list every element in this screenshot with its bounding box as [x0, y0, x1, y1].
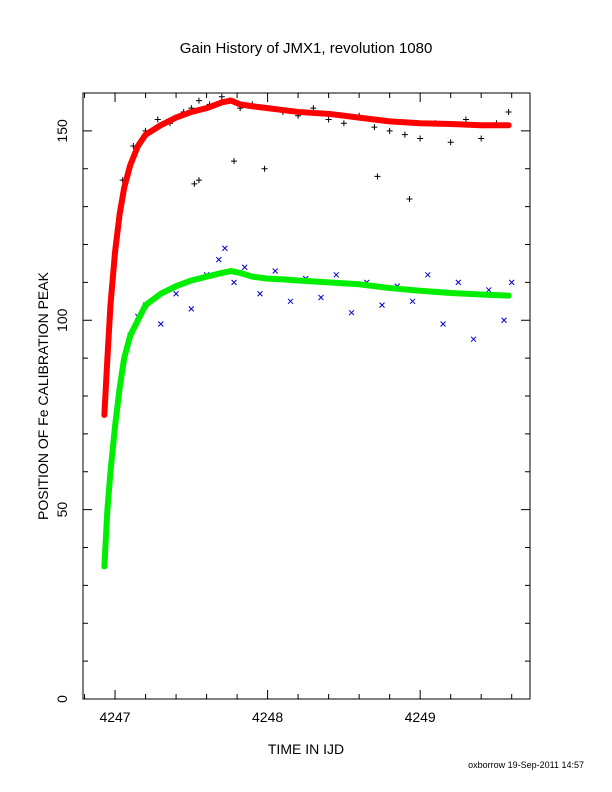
x-tick-label: 4248: [252, 709, 283, 725]
peak-1-smoothed-line: [101, 97, 512, 418]
data-point: [188, 306, 195, 312]
data-point: [231, 158, 238, 165]
x-axis-label: TIME IN IJD: [268, 741, 344, 757]
data-point: [462, 116, 469, 123]
data-point: [417, 135, 424, 142]
data-point: [231, 279, 237, 286]
data-point: [401, 131, 408, 138]
x-tick-label: 4249: [405, 709, 436, 725]
data-point: [157, 321, 164, 327]
data-point: [505, 108, 512, 115]
data-point: [154, 116, 161, 123]
plot-frame: [82, 92, 531, 700]
data-point: [287, 298, 294, 305]
y-tick-label: 0: [54, 695, 70, 703]
data-point: [371, 124, 378, 131]
data-point: [261, 165, 268, 172]
data-point: [333, 271, 340, 278]
chart-marks: [101, 93, 515, 570]
data-point: [455, 279, 462, 286]
x-tick-label: 4247: [99, 709, 130, 725]
data-point: [195, 177, 202, 184]
data-point: [241, 264, 248, 271]
data-point: [215, 256, 222, 263]
data-point: [470, 336, 477, 343]
data-point: [485, 287, 492, 293]
data-point: [218, 93, 225, 100]
data-point: [222, 245, 228, 252]
data-point: [386, 127, 393, 134]
data-point: [191, 180, 198, 187]
footer-credit: oxborrow 19-Sep-2011 14:57: [468, 760, 584, 770]
y-tick-label: 150: [54, 119, 70, 143]
data-point: [447, 139, 454, 146]
data-point: [340, 120, 347, 127]
peak-2-smoothed-line: [101, 268, 512, 570]
y-tick-label: 100: [54, 308, 70, 332]
data-point: [424, 271, 431, 278]
data-point: [173, 290, 179, 297]
y-tick-label: 50: [54, 502, 70, 518]
y-axis-label: POSITION OF Fe CALIBRATION PEAK: [35, 271, 51, 520]
data-point: [318, 294, 324, 301]
data-point: [195, 97, 202, 104]
data-point: [348, 309, 355, 316]
data-point: [501, 317, 507, 324]
data-point: [478, 135, 485, 142]
data-point: [272, 268, 279, 274]
data-point: [406, 196, 413, 203]
chart-title: Gain History of JMX1, revolution 1080: [180, 40, 433, 57]
data-point: [325, 116, 332, 123]
axis-ticks: [83, 92, 530, 700]
axis-tick-labels: 0 50 100 150 4247 4248 4249: [54, 119, 436, 725]
data-point: [409, 298, 416, 305]
data-point: [508, 279, 515, 286]
data-point: [257, 290, 263, 297]
data-point: [374, 173, 381, 180]
data-point: [379, 302, 385, 308]
data-point: [440, 321, 446, 327]
